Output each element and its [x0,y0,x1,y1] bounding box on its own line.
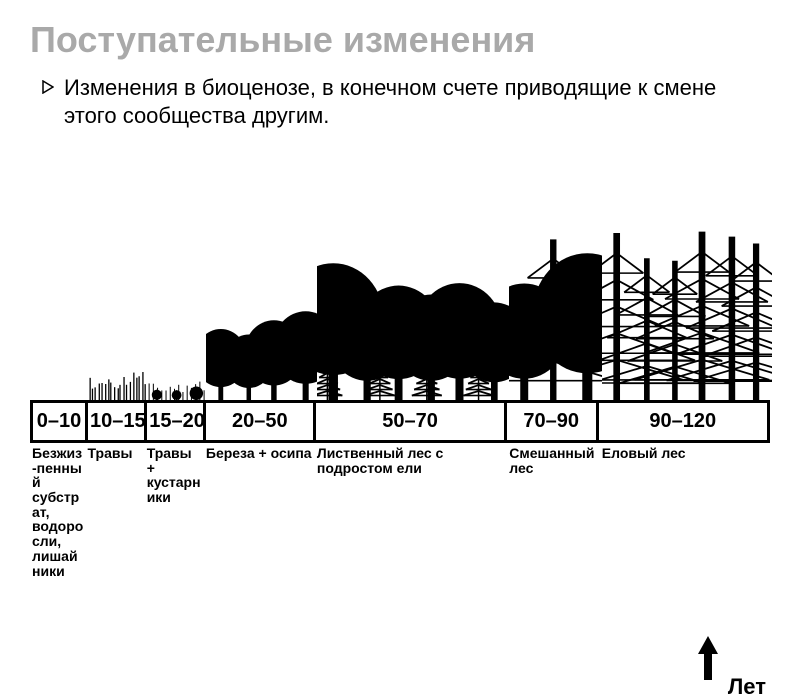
stage-vegetation [147,230,206,400]
stage-label: Береза + осипа [204,446,315,578]
stage-vegetation [602,230,772,400]
vegetation-row [32,230,768,400]
year-range-cell: 20–50 [206,403,316,440]
year-range-cell: 70–90 [507,403,599,440]
year-range-cell: 50–70 [316,403,507,440]
bullet-item: Изменения в биоценозе, в конечном счете … [42,74,770,131]
stage-vegetation [206,230,317,400]
stage-label: Травы + кустарники [145,446,204,578]
stage-vegetation [509,230,602,400]
arrow-up-icon [696,636,720,680]
arrow-right-icon [42,80,54,94]
year-band: 0–1010–1515–2020–5050–7070–9090–120 [30,400,770,443]
stage-label: Безжиз-пенный субстрат, водоросли, лишай… [30,446,86,578]
stage-vegetation [88,230,147,400]
stage-label: Смешанный лес [507,446,600,578]
stage-label: Еловый лес [600,446,770,578]
slide-title: Поступательные изменения [30,20,770,60]
stage-label: Лиственный лес с подростом ели [315,446,507,578]
succession-diagram: 0–1010–1515–2020–5050–7070–9090–120 Безж… [30,230,770,578]
stage-vegetation [32,230,88,400]
stage-label: Травы [86,446,145,578]
year-range-cell: 90–120 [599,403,768,440]
year-range-cell: 10–15 [88,403,147,440]
year-range-cell: 15–20 [147,403,206,440]
slide-description: Изменения в биоценозе, в конечном счете … [64,74,770,131]
axis-label: Лет [728,674,766,700]
stage-labels-row: Безжиз-пенный субстрат, водоросли, лишай… [30,446,770,578]
year-range-cell: 0–10 [33,403,88,440]
stage-vegetation [317,230,509,400]
